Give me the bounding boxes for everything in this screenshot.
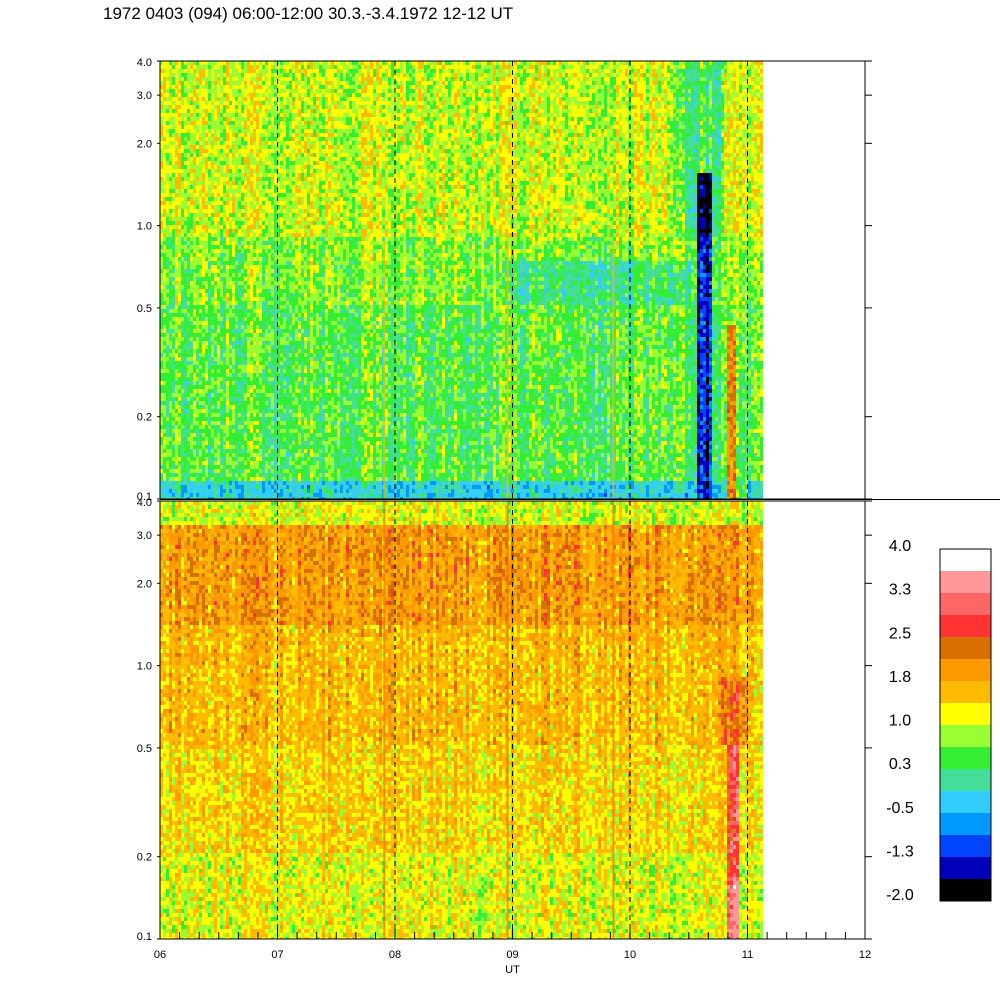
colorbar-swatch	[940, 791, 991, 814]
colorbar-swatch	[940, 549, 991, 572]
colorbar-swatch	[940, 813, 991, 836]
colorbar-label: 3.3	[889, 582, 911, 599]
colorbar-swatch	[940, 857, 991, 880]
x-tick-label: 09	[506, 949, 518, 961]
colorbar-swatch	[940, 879, 991, 902]
colorbar-swatch	[940, 835, 991, 858]
y-tick-label: 0.2	[137, 412, 152, 424]
colorbar-label: -0.5	[886, 800, 914, 817]
y-tick-label: 0.5	[137, 743, 152, 755]
y-tick-label: 4.0	[137, 497, 152, 509]
colorbar-swatch	[940, 747, 991, 770]
x-tick-label: 06	[154, 949, 166, 961]
streak	[507, 501, 509, 939]
colorbar-label: 4.0	[889, 538, 911, 555]
y-tick-label: 4.0	[137, 57, 152, 69]
x-tick-label: 12	[859, 949, 871, 961]
colorbar-swatch	[940, 571, 991, 594]
y-tick-label: 1.0	[137, 661, 152, 673]
colorbar-label: 0.3	[889, 756, 911, 773]
y-tick-label: 1.0	[137, 221, 152, 233]
colorbar-label: -1.3	[886, 843, 914, 860]
y-tick-label: 0.2	[137, 852, 152, 864]
streak	[383, 501, 385, 939]
upper-panel: 0.10.20.51.02.03.04.0	[137, 57, 872, 503]
colorbar-swatch	[940, 703, 991, 726]
colorbar-label: -2.0	[886, 887, 914, 904]
colorbar: 4.0 3.3 2.5 1.8 1.0 0.3 -0.5 -1.3 -2.0	[886, 538, 991, 904]
colorbar-swatch	[940, 637, 991, 660]
y-tick-label: 0.5	[137, 303, 152, 315]
colorbar-label: 1.8	[889, 669, 911, 686]
x-tick-label: 11	[742, 949, 753, 961]
colorbar-swatch	[940, 681, 991, 704]
colorbar-swatch	[940, 725, 991, 748]
colorbar-label: 2.5	[889, 625, 911, 642]
streak	[507, 241, 509, 499]
colorbar-swatch	[940, 615, 991, 638]
colorbar-swatch	[940, 593, 991, 616]
lower-panel: 0.1 0.2 0.5 1.0 2.0 3.0 4.0	[137, 497, 872, 943]
streak	[612, 241, 614, 499]
x-tick-label: 07	[271, 949, 283, 961]
x-tick-label: 08	[389, 949, 401, 961]
streak	[612, 501, 614, 939]
x-axis-label: UT	[505, 964, 520, 976]
colorbar-swatch	[940, 659, 991, 682]
x-tick-label: 10	[624, 949, 636, 961]
colorbar-label: 1.0	[889, 713, 911, 730]
colorbar-swatch	[940, 769, 991, 792]
y-tick-label: 2.0	[137, 578, 152, 590]
y-tick-label: 3.0	[137, 530, 152, 542]
y-tick-label: 3.0	[137, 90, 152, 102]
y-tick-label: 0.1	[137, 931, 152, 943]
y-tick-label: 2.0	[137, 138, 152, 150]
streak	[383, 241, 385, 499]
